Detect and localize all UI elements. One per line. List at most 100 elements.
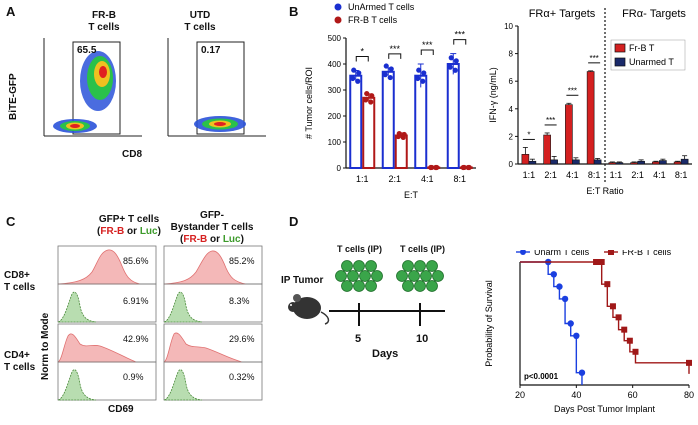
flow-plot1 bbox=[43, 38, 142, 137]
tcells-label-2: T cells (IP) bbox=[400, 244, 446, 254]
legend-label: FR-B T cells bbox=[622, 250, 672, 257]
ifn-gamma-chart: 0 2 4 6 8 10 IFN-γ (ng/mL) E:T Ratio FRα+ Target… bbox=[488, 8, 692, 196]
histo-cd4-bystander bbox=[163, 323, 263, 401]
y-tick-label: 10 bbox=[504, 22, 513, 31]
x-axis-label: E:T Ratio bbox=[586, 186, 623, 196]
data-point bbox=[382, 72, 388, 78]
tcell-cluster-1 bbox=[335, 260, 383, 292]
data-point bbox=[416, 67, 422, 73]
tcell-circle bbox=[402, 260, 414, 272]
histo-col1-subtitle: (FR-B or Luc) bbox=[97, 226, 161, 237]
y-tick-label: 4 bbox=[509, 105, 514, 114]
histo-cd8-bystander bbox=[163, 245, 263, 323]
histo-col2-subtitle: (FR-B or Luc) bbox=[180, 234, 244, 245]
histo-y-label: Norm to Mode bbox=[40, 312, 51, 380]
histo-row1-label: CD8+ bbox=[4, 270, 30, 281]
significance-label: *** bbox=[589, 54, 598, 63]
curve-marker bbox=[593, 259, 600, 265]
x-tick-label: 4:1 bbox=[421, 174, 434, 184]
legend-label: Unarmed T bbox=[629, 57, 674, 67]
pct-r2c2-top: 29.6% bbox=[229, 334, 255, 344]
bar bbox=[394, 134, 408, 169]
curve-marker bbox=[550, 271, 557, 278]
legend-swatch bbox=[614, 57, 626, 67]
days-label: Days bbox=[372, 348, 399, 360]
data-point bbox=[465, 164, 471, 171]
significance-bracket bbox=[388, 53, 402, 59]
tcell-circle bbox=[341, 260, 353, 272]
histo-row1-label-2: T cells bbox=[4, 282, 36, 293]
legend-marker bbox=[334, 3, 342, 11]
flow-plot2-title: UTD bbox=[189, 10, 211, 21]
data-point bbox=[452, 67, 458, 73]
data-point bbox=[363, 97, 369, 103]
tcell-circle bbox=[371, 270, 383, 282]
histo-row2-label-2: T cells bbox=[4, 362, 36, 373]
density-blob bbox=[70, 124, 80, 128]
y-tick-label: 500 bbox=[328, 34, 342, 43]
data-point bbox=[364, 90, 370, 97]
tcells-label-1: T cells (IP) bbox=[337, 244, 383, 254]
data-point bbox=[383, 63, 389, 69]
legend-marker bbox=[608, 250, 614, 255]
legend-label: Unarm T cells bbox=[534, 250, 590, 257]
curve-marker bbox=[573, 332, 580, 339]
histo-col2-title-2: Bystander T cells bbox=[170, 222, 254, 233]
histo-col2-title: GFP- bbox=[200, 210, 224, 221]
day-5-label: 5 bbox=[355, 333, 362, 345]
histograms bbox=[57, 245, 263, 401]
curve-marker bbox=[632, 348, 639, 355]
tcell-circle bbox=[365, 260, 377, 272]
section-title: FRα- Targets bbox=[622, 8, 686, 20]
legend-label: FR-B T cells bbox=[348, 15, 398, 25]
tcell-circle bbox=[341, 280, 353, 292]
bar bbox=[615, 162, 624, 165]
significance-label: * bbox=[527, 130, 530, 139]
flow-plot1-percent: 65.5 bbox=[77, 45, 97, 56]
x-tick-label: 1:1 bbox=[610, 170, 623, 180]
x-tick-label: 2:1 bbox=[631, 170, 644, 180]
data-point bbox=[368, 99, 374, 105]
curve-marker bbox=[561, 295, 569, 303]
y-tick-label: 100 bbox=[328, 138, 342, 147]
p-value-annotation: p<0.0001 bbox=[524, 372, 559, 381]
legend-marker bbox=[520, 250, 526, 255]
bar bbox=[362, 96, 376, 169]
day-10-label: 10 bbox=[416, 333, 429, 345]
flow-plots bbox=[43, 38, 266, 137]
data-point bbox=[420, 78, 426, 84]
significance-label: *** bbox=[389, 44, 400, 54]
bar bbox=[543, 134, 551, 165]
pct-r2c2-bot: 0.32% bbox=[229, 372, 255, 382]
data-point bbox=[453, 58, 459, 64]
data-point bbox=[415, 75, 421, 82]
bar bbox=[550, 159, 558, 165]
x-tick-label: 1:1 bbox=[523, 170, 536, 180]
significance-label: *** bbox=[422, 40, 433, 50]
curve-marker bbox=[578, 369, 586, 376]
data-point bbox=[387, 74, 393, 81]
x-axis-label: E:T bbox=[404, 190, 419, 200]
x-tick-label: 2:1 bbox=[544, 170, 557, 180]
flow-plot1-subtitle: T cells bbox=[88, 22, 120, 33]
bar bbox=[593, 159, 602, 165]
tcell-circle bbox=[347, 270, 359, 282]
data-point bbox=[350, 75, 356, 82]
curve-marker bbox=[621, 326, 628, 333]
y-tick-label: 200 bbox=[328, 112, 342, 121]
section-title: FRα+ Targets bbox=[529, 8, 596, 20]
legend-luc: Luc bbox=[139, 226, 158, 237]
significance-label: *** bbox=[568, 86, 577, 95]
x-axis-label: Days Post Tumor Implant bbox=[554, 404, 656, 414]
significance-bracket bbox=[453, 39, 467, 45]
data-point bbox=[461, 164, 467, 171]
bar bbox=[565, 104, 573, 165]
density-blob bbox=[99, 66, 107, 78]
data-point bbox=[400, 134, 406, 141]
x-tick-label: 80 bbox=[684, 390, 694, 400]
bar bbox=[630, 162, 638, 165]
y-axis-label: Probability of Survival bbox=[484, 280, 494, 367]
tcell-circle bbox=[396, 270, 408, 282]
significance-bracket bbox=[355, 56, 369, 62]
bar bbox=[521, 154, 530, 165]
